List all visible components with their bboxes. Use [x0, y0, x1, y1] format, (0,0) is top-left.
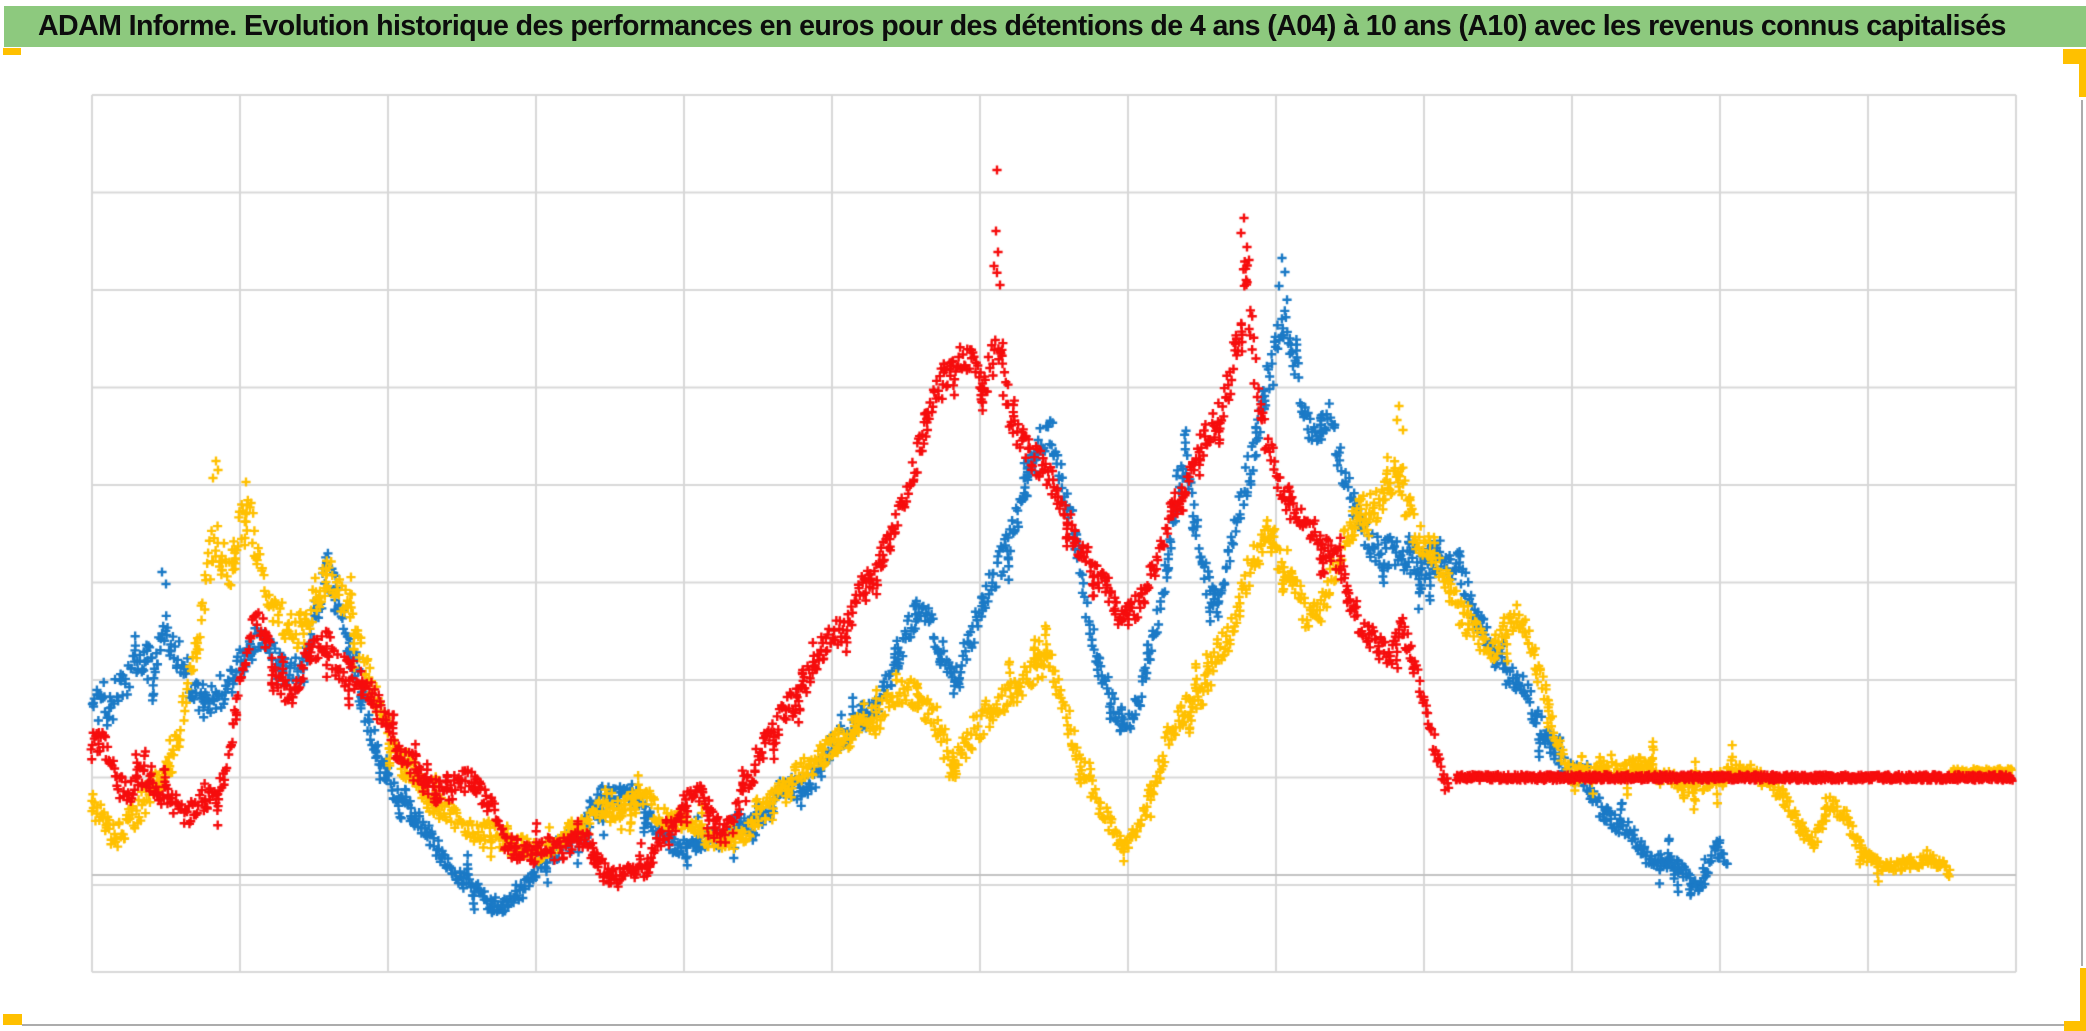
gold-accent-bottom-left [3, 1014, 22, 1025]
frame-line-bottom [22, 1024, 2064, 1026]
gold-corner-bracket-top-right-v [2079, 49, 2086, 97]
gold-accent-top-left [3, 48, 21, 55]
frame-line-right [2081, 100, 2083, 966]
gold-corner-bracket-bottom-right-h [2064, 1021, 2086, 1031]
gold-corner-bracket-bottom-right-v [2080, 968, 2086, 1026]
